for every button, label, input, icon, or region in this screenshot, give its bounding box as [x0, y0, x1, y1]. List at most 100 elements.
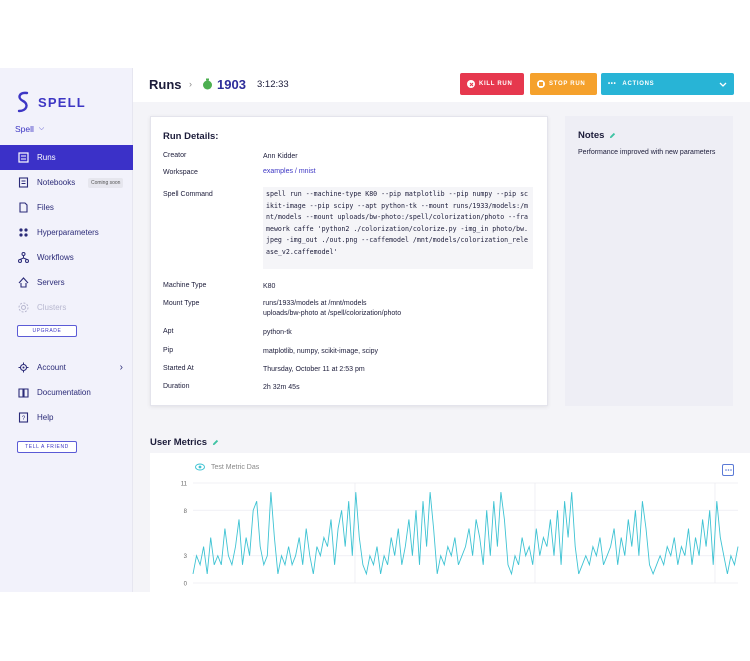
hyperparameters-icon	[17, 227, 29, 239]
tell-a-friend-button[interactable]: TELL A FRIEND	[17, 441, 77, 453]
kill-run-button[interactable]: KILL RUN	[460, 73, 524, 95]
sidebar-item-account[interactable]: Account ›	[0, 355, 133, 380]
pip-label: Pip	[163, 347, 174, 354]
workflows-icon	[17, 252, 29, 264]
mount-type-value: runs/1933/models at /mnt/models uploads/…	[263, 299, 401, 319]
sidebar-item-workflows[interactable]: Workflows	[0, 245, 133, 270]
run-details-title: Run Details:	[163, 131, 219, 142]
kill-icon	[467, 80, 475, 88]
sidebar-item-servers[interactable]: Servers	[0, 270, 133, 295]
actions-dropdown[interactable]: ••• ACTIONS	[601, 73, 734, 95]
org-switcher[interactable]: Spell ⌵	[15, 124, 44, 134]
sidebar-item-label: Help	[37, 413, 54, 422]
sidebar-item-label: Servers	[37, 278, 65, 287]
account-icon	[17, 362, 29, 374]
spell-command-label: Spell Command	[163, 191, 213, 198]
legend-eye-icon	[195, 463, 205, 471]
y-tick-label: 0	[184, 582, 188, 588]
legend-series-label: Test Metric Das	[211, 463, 260, 471]
spell-logo-icon	[17, 91, 29, 113]
duration-label: Duration	[163, 383, 190, 390]
spell-command-value[interactable]: spell run --machine-type K80 --pip matpl…	[263, 187, 533, 269]
duration-value: 2h 32m 45s	[263, 384, 300, 391]
sidebar-item-hyperparameters[interactable]: Hyperparameters	[0, 220, 133, 245]
top-bar: Runs › 1903 3:12:33 KILL RUN STOP RUN ••…	[133, 68, 750, 102]
sidebar-item-label: Clusters	[37, 303, 67, 312]
notes-title: Notes	[578, 130, 605, 141]
sidebar-item-files[interactable]: Files	[0, 195, 133, 220]
y-tick-label: 3	[184, 554, 188, 560]
stop-run-button[interactable]: STOP RUN	[530, 73, 597, 95]
chevron-down-icon	[719, 82, 727, 87]
actions-label-group: ••• ACTIONS	[608, 81, 654, 87]
run-id: 1903	[217, 77, 246, 92]
svg-text:?: ?	[21, 416, 25, 422]
chevron-right-icon: ›	[119, 362, 123, 373]
sidebar-secondary-nav: Account › Documentation ? Help	[0, 355, 133, 430]
notebooks-icon	[17, 177, 29, 189]
sidebar-nav: Runs Notebooks Coming soon Files Hyperp	[0, 145, 133, 320]
machine-type-label: Machine Type	[163, 282, 207, 289]
mount-type-label: Mount Type	[163, 300, 200, 307]
sidebar-item-clusters[interactable]: Clusters	[0, 295, 133, 320]
metric-line-chart[interactable]: 11 8 3 0	[150, 477, 750, 592]
upgrade-button[interactable]: UPGRADE	[17, 325, 77, 337]
y-tick-label: 8	[184, 509, 188, 515]
breadcrumb-chevron-icon: ›	[189, 79, 192, 89]
stop-run-label: STOP RUN	[549, 81, 586, 87]
sidebar-item-runs[interactable]: Runs	[0, 145, 133, 170]
sidebar-item-help[interactable]: ? Help	[0, 405, 133, 430]
chart-legend[interactable]: Test Metric Das	[195, 463, 259, 471]
user-metrics-header: User Metrics	[150, 437, 219, 448]
machine-type-value: K80	[263, 283, 276, 290]
notes-body[interactable]: Performance improved with new parameters	[578, 149, 716, 156]
sidebar-item-label: Runs	[37, 153, 56, 162]
sidebar-item-notebooks[interactable]: Notebooks Coming soon	[0, 170, 133, 195]
sidebar-item-label: Documentation	[37, 388, 91, 397]
workspace-label: Workspace	[163, 169, 198, 176]
user-metrics-title: User Metrics	[150, 437, 208, 448]
chart-menu-button[interactable]	[722, 464, 734, 476]
creator-value: Ann Kidder	[263, 153, 298, 160]
app-window: SPELL Spell ⌵ Runs Notebooks Coming soon	[0, 68, 750, 592]
series-line	[192, 492, 739, 576]
started-at-label: Started At	[163, 365, 194, 372]
coming-soon-badge: Coming soon	[88, 177, 124, 188]
sidebar: SPELL Spell ⌵ Runs Notebooks Coming soon	[0, 68, 133, 592]
sidebar-item-label: Workflows	[37, 253, 74, 262]
sidebar-item-label: Account	[37, 363, 66, 372]
kill-run-label: KILL RUN	[479, 81, 513, 87]
edit-pencil-icon[interactable]	[212, 439, 219, 446]
mount-entry: uploads/bw-photo at /spell/colorization/…	[263, 310, 402, 317]
clusters-icon	[17, 302, 29, 314]
notes-header: Notes	[578, 130, 616, 141]
workspace-link-examples[interactable]: examples	[263, 168, 293, 175]
sidebar-item-label: Notebooks	[37, 178, 76, 187]
actions-label: ACTIONS	[622, 81, 655, 87]
logo[interactable]: SPELL	[15, 90, 86, 114]
page-title[interactable]: Runs	[149, 77, 182, 92]
sidebar-item-label: Files	[37, 203, 54, 212]
workspace-link-mnist[interactable]: mnist	[298, 168, 316, 175]
help-icon: ?	[17, 412, 29, 424]
notes-panel: Notes Performance improved with new para…	[565, 116, 733, 406]
files-icon	[17, 202, 29, 214]
started-at-value: Thursday, October 11 at 2:53 pm	[263, 366, 365, 373]
sidebar-item-label: Hyperparameters	[37, 228, 99, 237]
edit-pencil-icon[interactable]	[609, 132, 616, 139]
pip-value: matplotlib, numpy, scikit-image, scipy	[263, 348, 379, 355]
creator-label: Creator	[163, 152, 187, 159]
stop-icon	[537, 80, 545, 88]
more-horizontal-icon	[724, 469, 732, 471]
apt-label: Apt	[163, 328, 174, 335]
run-elapsed-time: 3:12:33	[257, 79, 289, 90]
workspace-separator: /	[294, 168, 297, 175]
documentation-icon	[17, 387, 29, 399]
chevron-down-icon: ⌵	[38, 125, 45, 132]
y-tick-label: 11	[181, 482, 188, 488]
runs-icon	[17, 152, 29, 164]
servers-icon	[17, 277, 29, 289]
apt-value: python-tk	[263, 329, 292, 336]
org-name: Spell	[15, 124, 34, 134]
sidebar-item-documentation[interactable]: Documentation	[0, 380, 133, 405]
